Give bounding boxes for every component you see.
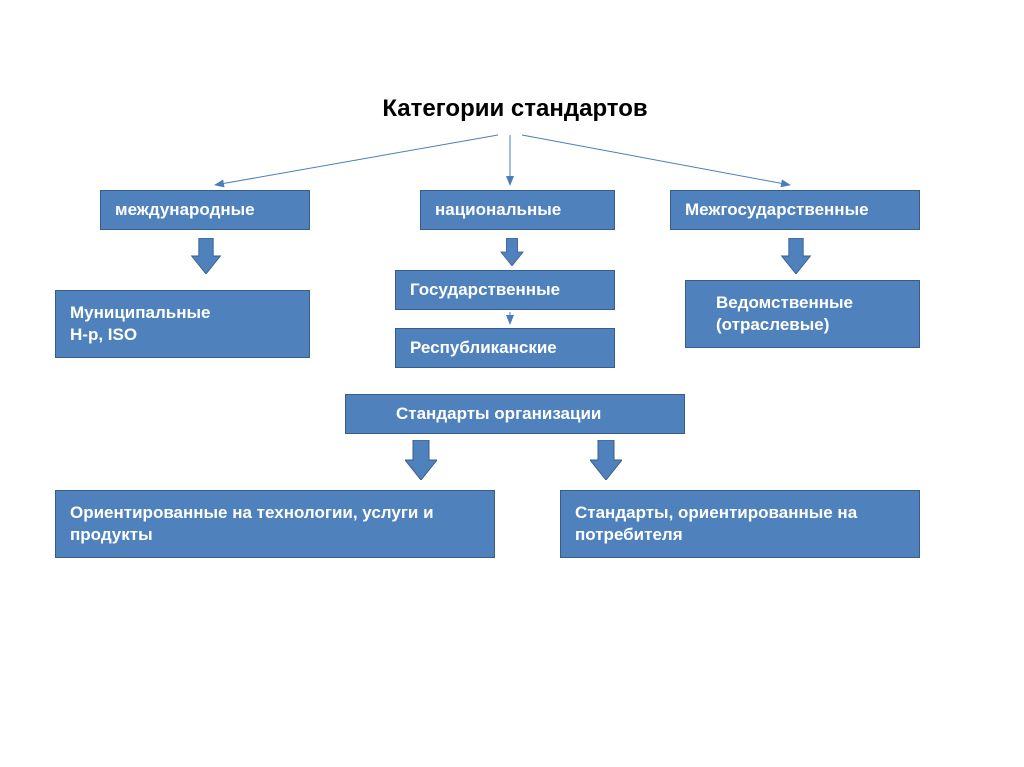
box-departmental: Ведомственные (отраслевые)	[685, 280, 920, 348]
box-label: Ведомственные (отраслевые)	[716, 292, 853, 336]
box-interstate: Межгосударственные	[670, 190, 920, 230]
box-national: национальные	[420, 190, 615, 230]
block-arrow-icon	[496, 238, 528, 266]
box-consumer-oriented: Стандарты, ориентированные на потребител…	[560, 490, 920, 558]
box-label: Ориентированные на технологии, услуги и …	[70, 502, 480, 546]
box-org-standards: Стандарты организации	[345, 394, 685, 434]
box-international: международные	[100, 190, 310, 230]
box-republic: Республиканские	[395, 328, 615, 368]
block-arrow-icon	[190, 238, 222, 274]
box-label: международные	[115, 200, 255, 220]
box-label: национальные	[435, 200, 561, 220]
box-state: Государственные	[395, 270, 615, 310]
box-label: Государственные	[410, 280, 560, 300]
box-label: Республиканские	[410, 338, 557, 358]
box-label: Муниципальные Н-р, ISO	[70, 302, 210, 346]
block-arrow-icon	[780, 238, 812, 274]
box-label: Стандарты организации	[396, 404, 601, 424]
box-tech-oriented: Ориентированные на технологии, услуги и …	[55, 490, 495, 558]
box-label: Межгосударственные	[685, 200, 869, 220]
block-arrow-icon	[405, 440, 437, 480]
box-label: Стандарты, ориентированные на потребител…	[575, 502, 905, 546]
box-municipal: Муниципальные Н-р, ISO	[55, 290, 310, 358]
block-arrow-icon	[590, 440, 622, 480]
diagram-title: Категории стандартов	[335, 95, 695, 123]
